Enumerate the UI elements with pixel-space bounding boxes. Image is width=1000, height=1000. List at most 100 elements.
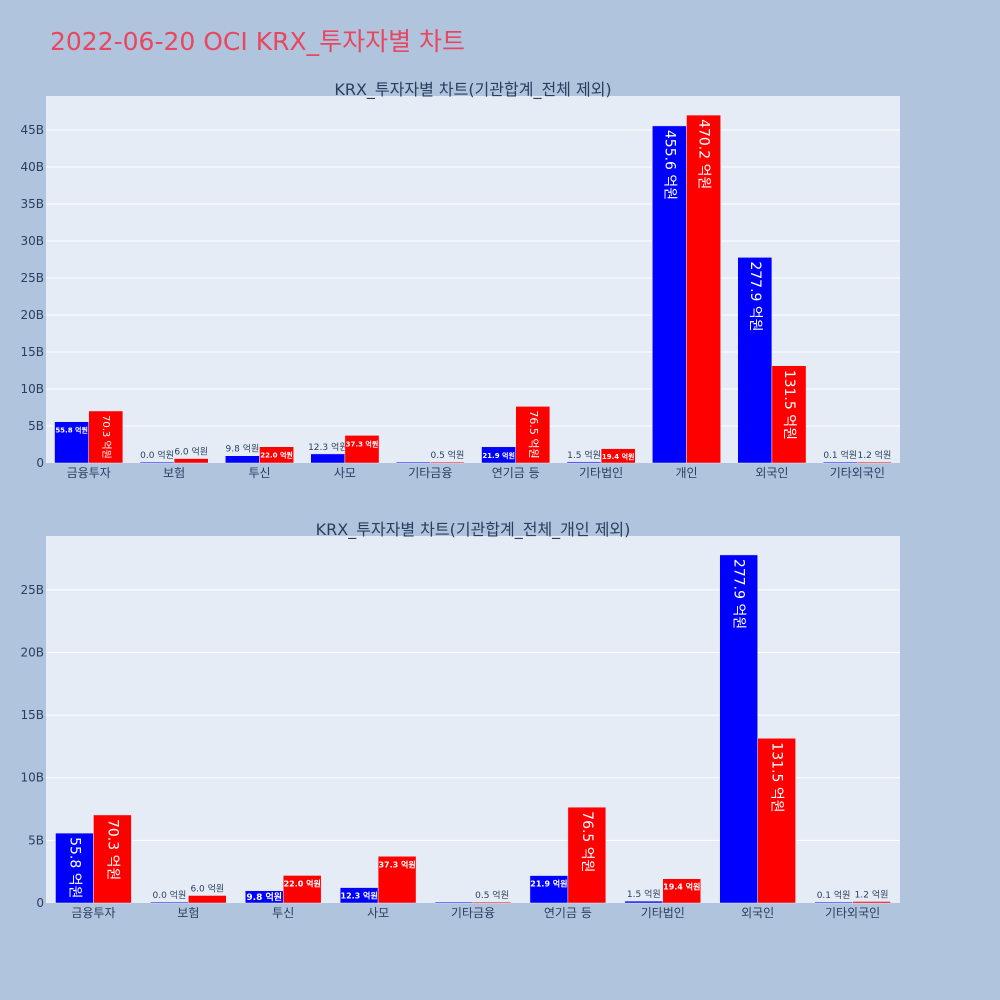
chart-1: KRX_투자자별 차트(기관합계_전체 제외) 0 5B 10B 15B 20B 25B 30… bbox=[20, 80, 900, 480]
page-title: 2022-06-20 OCI KRX_투자자별 차트 bbox=[50, 27, 466, 56]
data-label: 0.5 억원 bbox=[431, 449, 465, 461]
bar bbox=[814, 901, 853, 904]
x-tick-label: 사모 bbox=[334, 466, 356, 480]
data-label: 277.9 억원 bbox=[747, 261, 763, 331]
data-label: 12.3 억원 bbox=[341, 890, 378, 900]
data-label: 9.8 억원 bbox=[246, 891, 282, 903]
bar bbox=[434, 901, 474, 904]
data-label: 55.8 억원 bbox=[55, 426, 88, 435]
y-tick-label: 15B bbox=[20, 345, 44, 359]
data-label: 0.0 억원 bbox=[152, 889, 186, 901]
data-label: 22.0 억원 bbox=[284, 878, 321, 888]
x-tick-label: 외국인 bbox=[755, 466, 788, 480]
x-tick-label: 연기금 등 bbox=[544, 906, 592, 920]
data-label: 37.3 억원 bbox=[378, 859, 415, 869]
data-label: 76.5 억원 bbox=[579, 811, 595, 872]
bar bbox=[188, 895, 227, 904]
data-label: 70.3 억원 bbox=[104, 819, 120, 880]
data-label: 0.1 억원 bbox=[823, 449, 857, 461]
chart-title: KRX_투자자별 차트(기관합계_전체_개인 제외) bbox=[316, 520, 631, 540]
data-label: 12.3 억원 bbox=[308, 441, 347, 453]
x-tick-label: 금융투자 bbox=[67, 466, 111, 480]
bar bbox=[567, 806, 607, 904]
data-label: 1.5 억원 bbox=[627, 888, 661, 900]
chart-title: KRX_투자자별 차트(기관합계_전체 제외) bbox=[334, 80, 611, 100]
bar bbox=[686, 114, 721, 464]
bar bbox=[600, 448, 636, 464]
data-label: 470.2 억원 bbox=[696, 119, 712, 189]
data-label: 21.9 억원 bbox=[482, 451, 515, 460]
bar bbox=[566, 461, 602, 464]
y-tick-label: 10B bbox=[20, 382, 44, 396]
bar bbox=[472, 901, 512, 904]
x-tick-label: 기타금융 bbox=[408, 466, 452, 480]
y-tick-label: 40B bbox=[20, 160, 44, 174]
x-tick-label: 기타법인 bbox=[641, 906, 685, 920]
bar bbox=[430, 461, 465, 464]
bar bbox=[515, 406, 551, 464]
y-tick-label: 5B bbox=[28, 419, 44, 433]
x-tick-label: 기타법인 bbox=[579, 466, 623, 480]
bar bbox=[377, 856, 417, 904]
bar bbox=[624, 900, 664, 904]
y-tick-label: 5B bbox=[28, 833, 44, 847]
y-tick-label: 20B bbox=[20, 308, 44, 322]
bar bbox=[93, 814, 132, 904]
bar bbox=[719, 554, 758, 904]
data-label: 455.6 억원 bbox=[661, 130, 677, 200]
x-tick-label: 투신 bbox=[248, 466, 270, 480]
y-tick-label: 15B bbox=[20, 708, 44, 722]
x-tick-label: 개인 bbox=[675, 466, 697, 480]
bar bbox=[737, 257, 773, 464]
bar bbox=[662, 878, 701, 904]
data-label: 6.0 억원 bbox=[174, 446, 208, 458]
data-label: 0.1 억원 bbox=[817, 889, 851, 901]
data-label: 9.8 억원 bbox=[226, 443, 260, 455]
y-tick-label: 45B bbox=[20, 123, 44, 137]
bar bbox=[344, 435, 380, 464]
data-label: 0.5 억원 bbox=[475, 889, 509, 901]
data-label: 37.3 억원 bbox=[346, 439, 379, 448]
x-tick-label: 기타외국인 bbox=[825, 906, 880, 920]
bar bbox=[54, 421, 89, 464]
data-label: 55.8 억원 bbox=[66, 837, 82, 898]
bar bbox=[822, 461, 858, 464]
data-label: 277.9 억원 bbox=[731, 559, 747, 629]
bar bbox=[395, 461, 431, 464]
bar bbox=[771, 365, 807, 464]
x-tick-label: 연기금 등 bbox=[492, 466, 540, 480]
data-label: 19.4 억원 bbox=[663, 882, 700, 892]
data-label: 19.4 억원 bbox=[602, 452, 635, 461]
bar bbox=[282, 875, 322, 904]
bar bbox=[852, 901, 891, 904]
chart-2: KRX_투자자별 차트(기관합계_전체_개인 제외) 0 5B 10B 15B 20B 25… bbox=[20, 520, 900, 920]
y-tick-label: 30B bbox=[20, 234, 44, 248]
x-tick-label: 금융투자 bbox=[71, 906, 115, 920]
data-label: 131.5 억원 bbox=[769, 742, 785, 812]
x-tick-label: 사모 bbox=[367, 906, 389, 920]
x-tick-label: 외국인 bbox=[741, 906, 774, 920]
x-tick-label: 기타외국인 bbox=[830, 466, 885, 480]
y-tick-label: 0 bbox=[36, 456, 44, 470]
data-label: 1.2 억원 bbox=[858, 449, 892, 461]
x-tick-label: 투신 bbox=[272, 906, 294, 920]
data-label: 1.5 억원 bbox=[567, 449, 601, 461]
bar bbox=[173, 458, 209, 464]
y-tick-label: 20B bbox=[20, 645, 44, 659]
y-tick-label: 25B bbox=[20, 271, 44, 285]
bar bbox=[225, 455, 260, 464]
data-label: 76.5 억원 bbox=[527, 410, 540, 458]
bar bbox=[150, 901, 189, 904]
y-tick-label: 0 bbox=[36, 896, 44, 910]
data-label: 6.0 억원 bbox=[190, 882, 224, 894]
data-label: 22.0 억원 bbox=[260, 451, 293, 460]
bar bbox=[310, 453, 346, 464]
data-label: 131.5 억원 bbox=[781, 370, 797, 440]
bar bbox=[139, 461, 175, 464]
data-label: 1.2 억원 bbox=[855, 888, 889, 900]
x-tick-label: 기타금융 bbox=[451, 906, 495, 920]
data-label: 70.3 억원 bbox=[100, 415, 112, 459]
y-tick-label: 10B bbox=[20, 771, 44, 785]
